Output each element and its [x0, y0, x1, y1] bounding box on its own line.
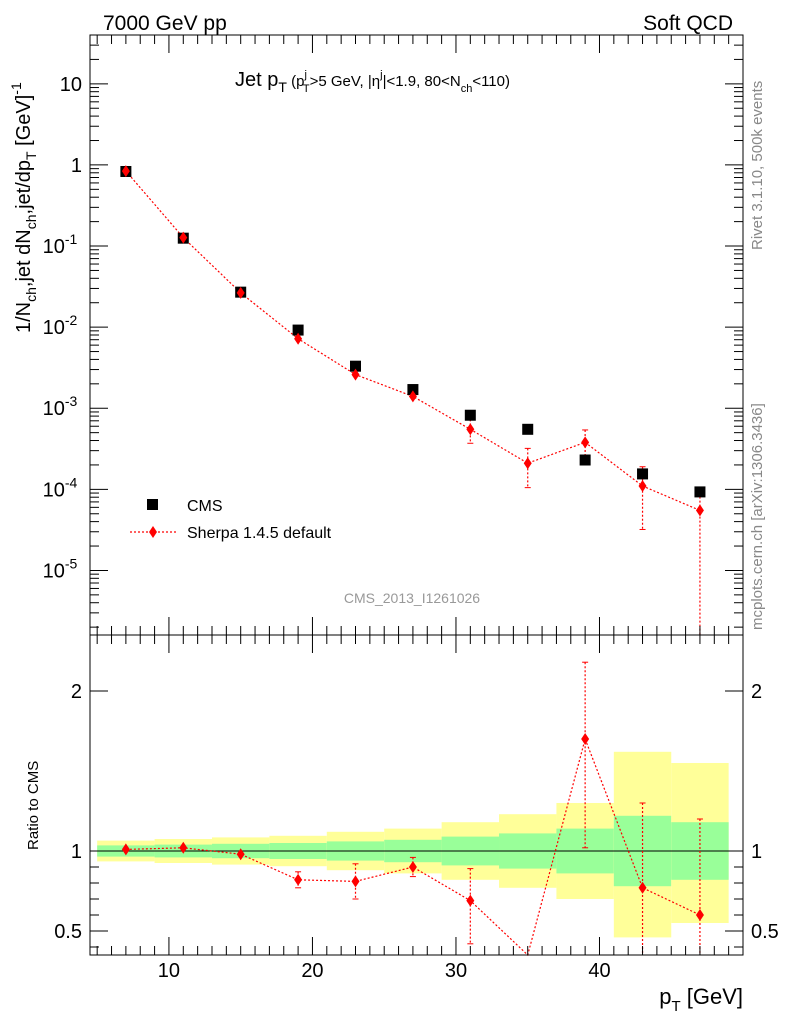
ratio-line: [125, 737, 701, 957]
cms-point: [522, 423, 534, 435]
ratio-point: [695, 909, 704, 921]
mc-point: [581, 436, 590, 449]
ratio-frame: [89, 634, 744, 956]
main-ytick-label: 1: [71, 155, 82, 177]
mc-point: [523, 457, 532, 470]
header-right: Soft QCD: [643, 12, 733, 35]
cms-point: [464, 409, 476, 421]
mc-point: [179, 231, 188, 244]
mc-point: [695, 504, 704, 517]
main-ytick-label: 10-1: [43, 231, 78, 258]
legend: CMS Sherpa 1.4.5 default: [130, 498, 332, 542]
legend-cms-marker: [147, 499, 158, 510]
main-axis-ticks: 10 1 10-1 10-2 10-3 10-4 10-5: [43, 34, 743, 635]
ratio-point: [408, 861, 417, 873]
mc-point: [294, 332, 303, 345]
rivet-label: Rivet 3.1.10, 500k events: [749, 81, 766, 250]
cms-point: [637, 468, 649, 480]
mc-line: [125, 170, 701, 511]
analysis-watermark: CMS_2013_I1261026: [344, 590, 480, 606]
header-left: 7000 GeV pp: [103, 12, 227, 35]
ratio-point: [638, 881, 647, 894]
main-series: [120, 165, 706, 635]
ratio-xtick-label: 30: [445, 960, 467, 982]
cms-point: [407, 384, 419, 396]
ratio-ylabel: Ratio to CMS: [25, 761, 42, 850]
mc-point: [121, 165, 130, 178]
ratio-point: [236, 848, 245, 861]
legend-mc-label: Sherpa 1.4.5 default: [187, 525, 332, 542]
ratio-ytick-label-left: 0.5: [54, 921, 82, 943]
mc-point: [466, 423, 475, 436]
ratio-series: [121, 661, 704, 957]
ratio-ytick-label-right: 2: [751, 681, 762, 703]
ratio-point: [351, 875, 360, 888]
main-ytick-label: 10-5: [43, 555, 78, 582]
main-ytick-label: 10-3: [43, 393, 78, 420]
ratio-ytick-label-left: 1: [71, 841, 82, 863]
mc-point: [408, 390, 417, 403]
mc-point: [351, 368, 360, 381]
ratio-ytick-label-right: 0.5: [751, 921, 779, 943]
legend-cms-label: CMS: [187, 498, 223, 515]
cms-point: [292, 324, 304, 336]
mc-point: [236, 286, 245, 299]
ratio-ytick-label-left: 2: [71, 681, 82, 703]
ratio-ytick-label-right: 1: [751, 841, 762, 863]
main-ytick-label: 10-4: [43, 474, 78, 501]
source-label: mcplots.cern.ch [arXiv:1306.3436]: [749, 403, 766, 630]
ratio-point: [121, 843, 130, 856]
main-ytick-label: 10: [60, 74, 82, 96]
ratio-point: [294, 873, 303, 886]
ratio-xtick-label: 20: [301, 960, 323, 982]
mc-point: [638, 479, 647, 492]
ratio-panel: 0.5 0.51 12 210 20 30 40 Ratio to CMS pT [GeV]: [25, 634, 779, 1015]
main-ytick-label: 10-2: [43, 312, 78, 339]
legend-mc-marker: [149, 526, 157, 538]
ratio-point: [581, 733, 590, 745]
ratio-xtick-label: 10: [158, 960, 180, 982]
cms-point: [350, 360, 362, 372]
ratio-point: [179, 841, 188, 854]
ratio-point: [466, 894, 475, 907]
ratio-xtick-label: 40: [588, 960, 610, 982]
cms-point: [579, 454, 591, 466]
ratio-axis-ticks: 0.5 0.5 1 1 2 2 10 20 30 40: [54, 635, 779, 982]
cms-point: [694, 486, 706, 498]
